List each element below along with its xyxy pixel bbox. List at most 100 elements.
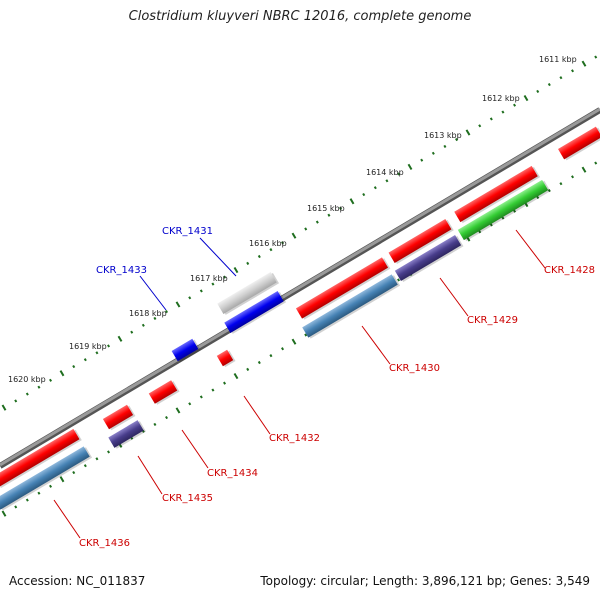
genome-summary-text: Topology: circular; Length: 3,896,121 bp… bbox=[260, 574, 590, 588]
inner-scale-tick bbox=[107, 450, 111, 454]
outer-scale-tick bbox=[304, 227, 308, 231]
leader-CKR_1433 bbox=[139, 275, 167, 311]
gene-label-CKR_1428[interactable]: CKR_1428 bbox=[544, 265, 595, 276]
inner-scale-tick bbox=[223, 381, 227, 385]
inner-scale-tick bbox=[547, 188, 551, 193]
outer-scale-tick bbox=[373, 186, 377, 190]
inner-scale-tick bbox=[199, 395, 203, 399]
gene-bar-CKR_1432[interactable] bbox=[216, 349, 234, 367]
inner-scale-tick bbox=[14, 505, 18, 509]
leader-CKR_1435 bbox=[137, 455, 163, 495]
inner-scale-tick bbox=[83, 464, 87, 468]
tick-label-1620: 1620 kbp bbox=[8, 375, 46, 384]
outer-scale-tick bbox=[165, 309, 169, 314]
gene-bar-CKR_1428[interactable] bbox=[454, 165, 538, 223]
outer-scale-tick bbox=[465, 129, 471, 136]
outer-scale-tick bbox=[431, 151, 435, 155]
outer-scale-tick bbox=[339, 206, 343, 210]
gene-label-CKR_1435[interactable]: CKR_1435 bbox=[162, 493, 213, 504]
gene-label-CKR_1436[interactable]: CKR_1436 bbox=[79, 538, 130, 549]
outer-scale-tick bbox=[269, 248, 273, 252]
tick-label-1615: 1615 kbp bbox=[307, 204, 345, 213]
inner-scale-tick bbox=[581, 166, 587, 173]
outer-scale-tick bbox=[513, 103, 517, 107]
gene-bar-CKR_1435[interactable] bbox=[102, 404, 134, 430]
gene-bar-CKR_1430[interactable] bbox=[295, 257, 389, 319]
outer-scale-tick bbox=[95, 351, 99, 355]
inner-scale-tick bbox=[49, 484, 53, 488]
inner-scale-tick bbox=[211, 388, 215, 392]
tick-label-1611: 1611 kbp bbox=[539, 55, 577, 64]
inner-scale-tick bbox=[291, 338, 297, 345]
feature-bar-CKR_1435-purple[interactable] bbox=[108, 420, 144, 448]
gene-bar-CKR_1431[interactable] bbox=[217, 272, 277, 314]
inner-scale-tick bbox=[269, 354, 273, 358]
tick-label-1612: 1612 kbp bbox=[482, 94, 520, 103]
gene-label-CKR_1429[interactable]: CKR_1429 bbox=[467, 315, 518, 326]
inner-scale-tick bbox=[571, 175, 575, 179]
gene-label-CKR_1432[interactable]: CKR_1432 bbox=[269, 433, 320, 444]
outer-scale-tick bbox=[1, 404, 7, 411]
feature-bar-CKR_1436-steel[interactable] bbox=[0, 446, 90, 510]
outer-scale-tick bbox=[59, 370, 65, 377]
outer-scale-tick bbox=[141, 323, 145, 327]
outer-scale-tick bbox=[478, 124, 482, 128]
inner-scale-tick bbox=[59, 476, 65, 483]
tick-label-1618: 1618 kbp bbox=[129, 309, 167, 318]
tick-label-1617: 1617 kbp bbox=[190, 274, 228, 283]
outer-scale-tick bbox=[501, 110, 505, 114]
outer-scale-tick bbox=[211, 282, 215, 286]
outer-scale-tick bbox=[315, 220, 319, 224]
outer-scale-tick bbox=[83, 358, 87, 362]
outer-scale-tick bbox=[199, 289, 203, 293]
leader-CKR_1434 bbox=[181, 429, 209, 469]
leader-CKR_1430 bbox=[361, 325, 391, 365]
outer-scale-tick bbox=[72, 364, 76, 369]
inner-scale-tick bbox=[175, 407, 181, 414]
map-title: Clostridium kluyveri NBRC 12016, complet… bbox=[128, 9, 472, 24]
outer-scale-tick bbox=[385, 179, 389, 183]
outer-scale-tick bbox=[397, 172, 401, 176]
inner-scale-tick bbox=[594, 161, 598, 165]
gene-bar-CKR_1429[interactable] bbox=[388, 219, 452, 263]
gene-label-CKR_1430[interactable]: CKR_1430 bbox=[389, 363, 440, 374]
outer-scale-tick bbox=[130, 330, 134, 334]
outer-scale-tick bbox=[188, 296, 192, 300]
gene-bar-CKR_1433[interactable] bbox=[171, 338, 199, 362]
outer-scale-tick bbox=[443, 144, 447, 149]
genome-backbone-highlight bbox=[0, 107, 600, 467]
gene-bar-CKR_1436[interactable] bbox=[0, 428, 80, 488]
outer-scale-tick bbox=[223, 275, 227, 279]
inner-scale-tick bbox=[246, 367, 250, 371]
inner-scale-tick bbox=[257, 360, 261, 365]
inner-scale-tick bbox=[559, 182, 563, 186]
inner-scale-tick bbox=[95, 457, 99, 461]
feature-bar-CKR_1430-steel[interactable] bbox=[302, 274, 398, 338]
outer-scale-tick bbox=[489, 117, 493, 121]
gene-bar-CKR_1427[interactable] bbox=[558, 126, 600, 160]
inner-scale-tick bbox=[72, 470, 76, 475]
inner-scale-tick bbox=[165, 415, 169, 420]
outer-scale-tick bbox=[175, 301, 181, 308]
outer-scale-tick bbox=[547, 82, 551, 87]
accession-text: Accession: NC_011837 bbox=[9, 574, 146, 588]
outer-scale-tick bbox=[107, 344, 111, 348]
inner-scale-tick bbox=[233, 372, 239, 380]
outer-scale-tick bbox=[246, 261, 250, 265]
inner-scale-tick bbox=[153, 422, 157, 427]
leader-CKR_1429 bbox=[439, 277, 469, 317]
outer-scale-tick bbox=[420, 158, 424, 162]
outer-scale-tick bbox=[594, 55, 598, 59]
feature-bar-CKR_1429-purple[interactable] bbox=[394, 234, 462, 282]
gene-label-CKR_1433[interactable]: CKR_1433 bbox=[96, 265, 147, 276]
inner-scale-tick bbox=[304, 333, 308, 337]
feature-bar-CKR_1431-blue[interactable] bbox=[224, 291, 284, 333]
gene-label-CKR_1431[interactable]: CKR_1431 bbox=[162, 226, 213, 237]
feature-bar-CKR_1428-green[interactable] bbox=[457, 179, 549, 241]
inner-scale-tick bbox=[25, 498, 29, 502]
gene-bar-CKR_1434[interactable] bbox=[148, 380, 178, 404]
outer-scale-tick bbox=[407, 163, 413, 170]
gene-label-CKR_1434[interactable]: CKR_1434 bbox=[207, 468, 258, 479]
outer-scale-tick bbox=[257, 254, 261, 259]
inner-scale-tick bbox=[1, 510, 7, 517]
